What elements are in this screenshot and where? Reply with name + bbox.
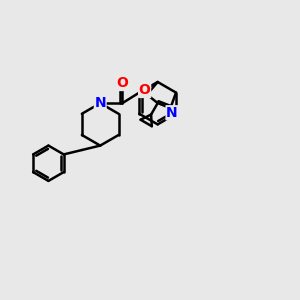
Text: O: O xyxy=(116,76,128,91)
Text: N: N xyxy=(94,96,106,110)
Text: O: O xyxy=(139,83,151,98)
Text: N: N xyxy=(166,106,178,120)
